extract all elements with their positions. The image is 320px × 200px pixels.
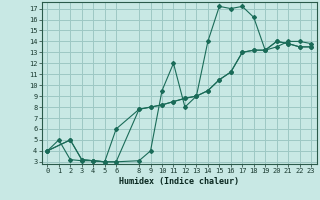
X-axis label: Humidex (Indice chaleur): Humidex (Indice chaleur) <box>119 177 239 186</box>
